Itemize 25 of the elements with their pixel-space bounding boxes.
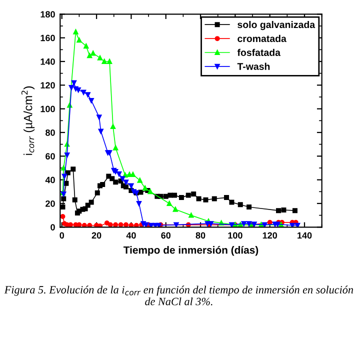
text: Figura 5. Evolución de la i$_{corr}$ en función del tiempo de inmersión en solución de NaCl al 3%. [4, 286, 354, 306]
y-axis-title: i$_{corr}$ (µA/cm$^{2}$) [21, 86, 35, 155]
y-tick-label: 0 [50, 224, 55, 230]
x-tick-label: 0 [60, 232, 64, 239]
y-tick-label: 120 [40, 82, 55, 89]
x-axis-title: Tiempo de inmersión (días) [123, 246, 258, 256]
x-tick-label: 40 [126, 232, 136, 239]
y-tick-label: 20 [46, 200, 55, 207]
legend-label: solo galvanizada [238, 20, 316, 30]
x-tick-label: 20 [92, 232, 102, 239]
x-tick-label: 120 [262, 232, 278, 239]
y-tick-label: 40 [45, 176, 55, 184]
legend-label: cromatada [238, 34, 286, 42]
x-tick-label: 100 [228, 232, 242, 239]
legend-label: T-wash [237, 62, 270, 70]
y-tick-label: 80 [46, 129, 55, 136]
legend-label: fosfatada [237, 48, 281, 56]
y-tick-label: 160 [40, 34, 55, 42]
y-tick-label: 100 [40, 106, 55, 112]
y-tick-label: 140 [40, 58, 55, 65]
y-tick-label: 180 [40, 11, 55, 18]
x-tick-label: 140 [298, 232, 312, 239]
x-tick-label: 60 [161, 232, 171, 239]
y-tick-label: 60 [46, 153, 55, 160]
x-tick-label: 80 [196, 232, 206, 239]
